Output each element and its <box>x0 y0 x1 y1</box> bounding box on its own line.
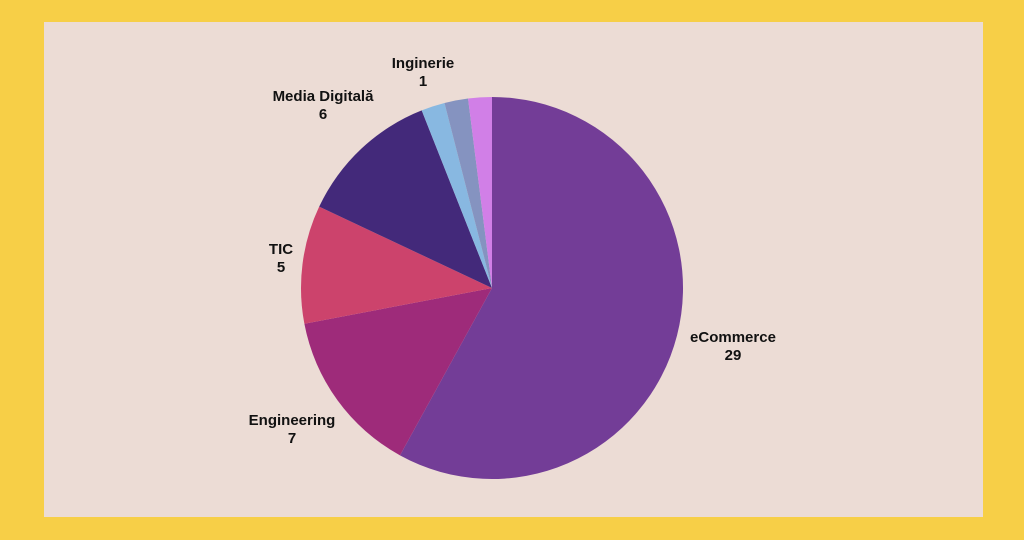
pie-slice-media-digitală <box>319 110 492 288</box>
slice-value: 29 <box>725 347 742 364</box>
slice-label: Media Digitală <box>273 88 375 105</box>
pie-slice-inginerie <box>468 97 492 288</box>
slice-value: 6 <box>319 106 327 123</box>
slice-value: 1 <box>419 73 427 90</box>
slice-label: Inginerie <box>392 55 455 72</box>
slice-value: 5 <box>277 259 285 276</box>
slice-value: 7 <box>288 430 296 447</box>
pie-slice-engineering <box>304 288 492 456</box>
slice-label: Engineering <box>249 412 336 429</box>
pie-slices <box>300 96 684 479</box>
pie-slice-ecommerce <box>399 96 684 479</box>
pie-slice-unlabeled-4 <box>421 103 492 288</box>
pie-slice-tic <box>300 206 492 324</box>
slice-label: eCommerce <box>690 329 776 346</box>
pie-slice-unlabeled-5 <box>444 98 492 288</box>
slice-label: TIC <box>269 241 293 258</box>
